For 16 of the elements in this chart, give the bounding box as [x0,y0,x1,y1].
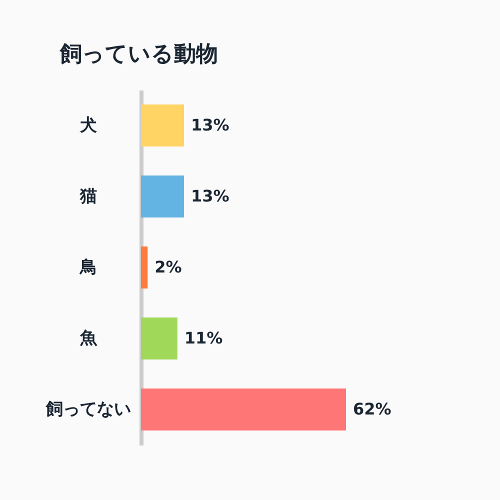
data-label: 11% [184,328,223,348]
data-label: 13% [190,186,230,206]
y-tick-label: 魚 [79,328,98,348]
chart-title: 飼っている動物 [59,42,218,67]
y-tick-label: 犬 [79,116,98,136]
y-tick-label: 鳥 [79,258,97,278]
bar [141,104,184,146]
y-tick-label: 飼ってない [45,400,131,420]
data-label: 13% [190,116,230,134]
bar [141,246,148,288]
bar [141,388,346,430]
bar [141,176,184,218]
y-tick-label: 猫 [79,186,97,206]
data-label: 62% [353,400,392,418]
bar [141,318,178,360]
data-label: 2% [154,258,182,276]
